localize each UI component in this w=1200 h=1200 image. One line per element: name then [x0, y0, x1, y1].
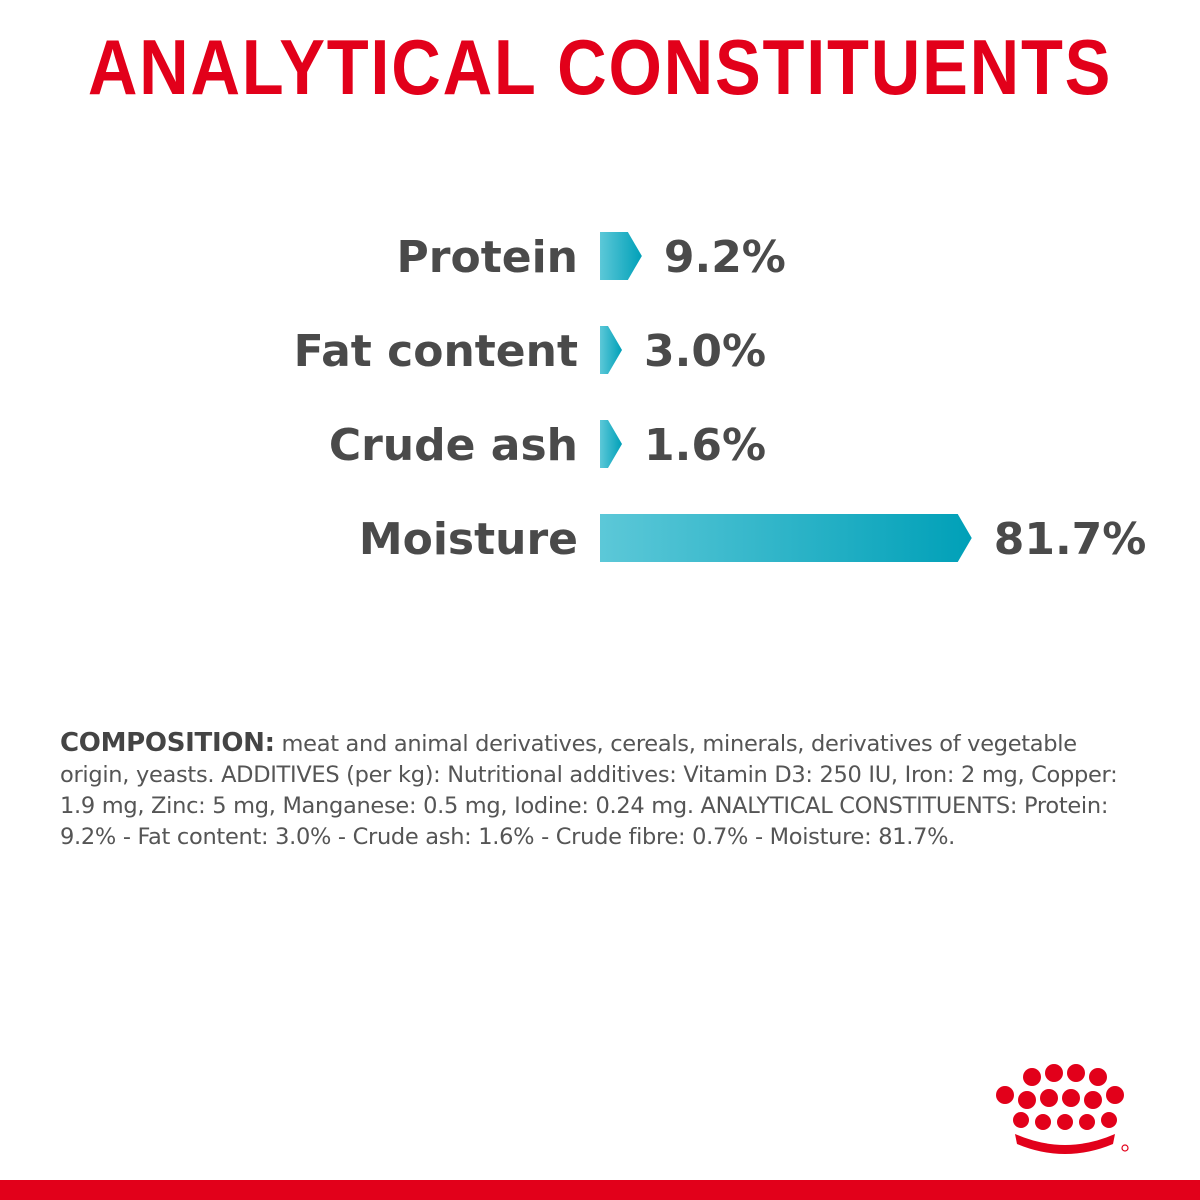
category-label: Protein — [397, 232, 578, 283]
page-title: ANALYTICAL CONSTITUENTS — [87, 23, 1113, 111]
bottom-brand-bar — [0, 1180, 1200, 1200]
bar-fat-content — [600, 326, 622, 374]
value-label: 3.0% — [644, 326, 766, 377]
crown-logo-icon — [996, 1064, 1129, 1154]
category-label: Crude ash — [329, 420, 578, 471]
composition-body: meat and animal derivatives, cereals, mi… — [60, 731, 1118, 850]
bar-protein — [600, 232, 642, 280]
value-label: 81.7% — [994, 514, 1147, 565]
value-label: 9.2% — [664, 232, 786, 283]
bar-moisture — [600, 514, 972, 562]
category-label: Fat content — [294, 326, 578, 377]
value-label: 1.6% — [644, 420, 766, 471]
composition-lead: COMPOSITION: — [60, 728, 275, 758]
constituents-bar-chart: Protein 9.2% Fat content 3.0% Crude ash 1.6% M… — [294, 232, 1147, 565]
bar-crude-ash — [600, 420, 622, 468]
category-label: Moisture — [359, 514, 578, 565]
composition-text: COMPOSITION: meat and animal derivatives… — [60, 728, 1140, 853]
